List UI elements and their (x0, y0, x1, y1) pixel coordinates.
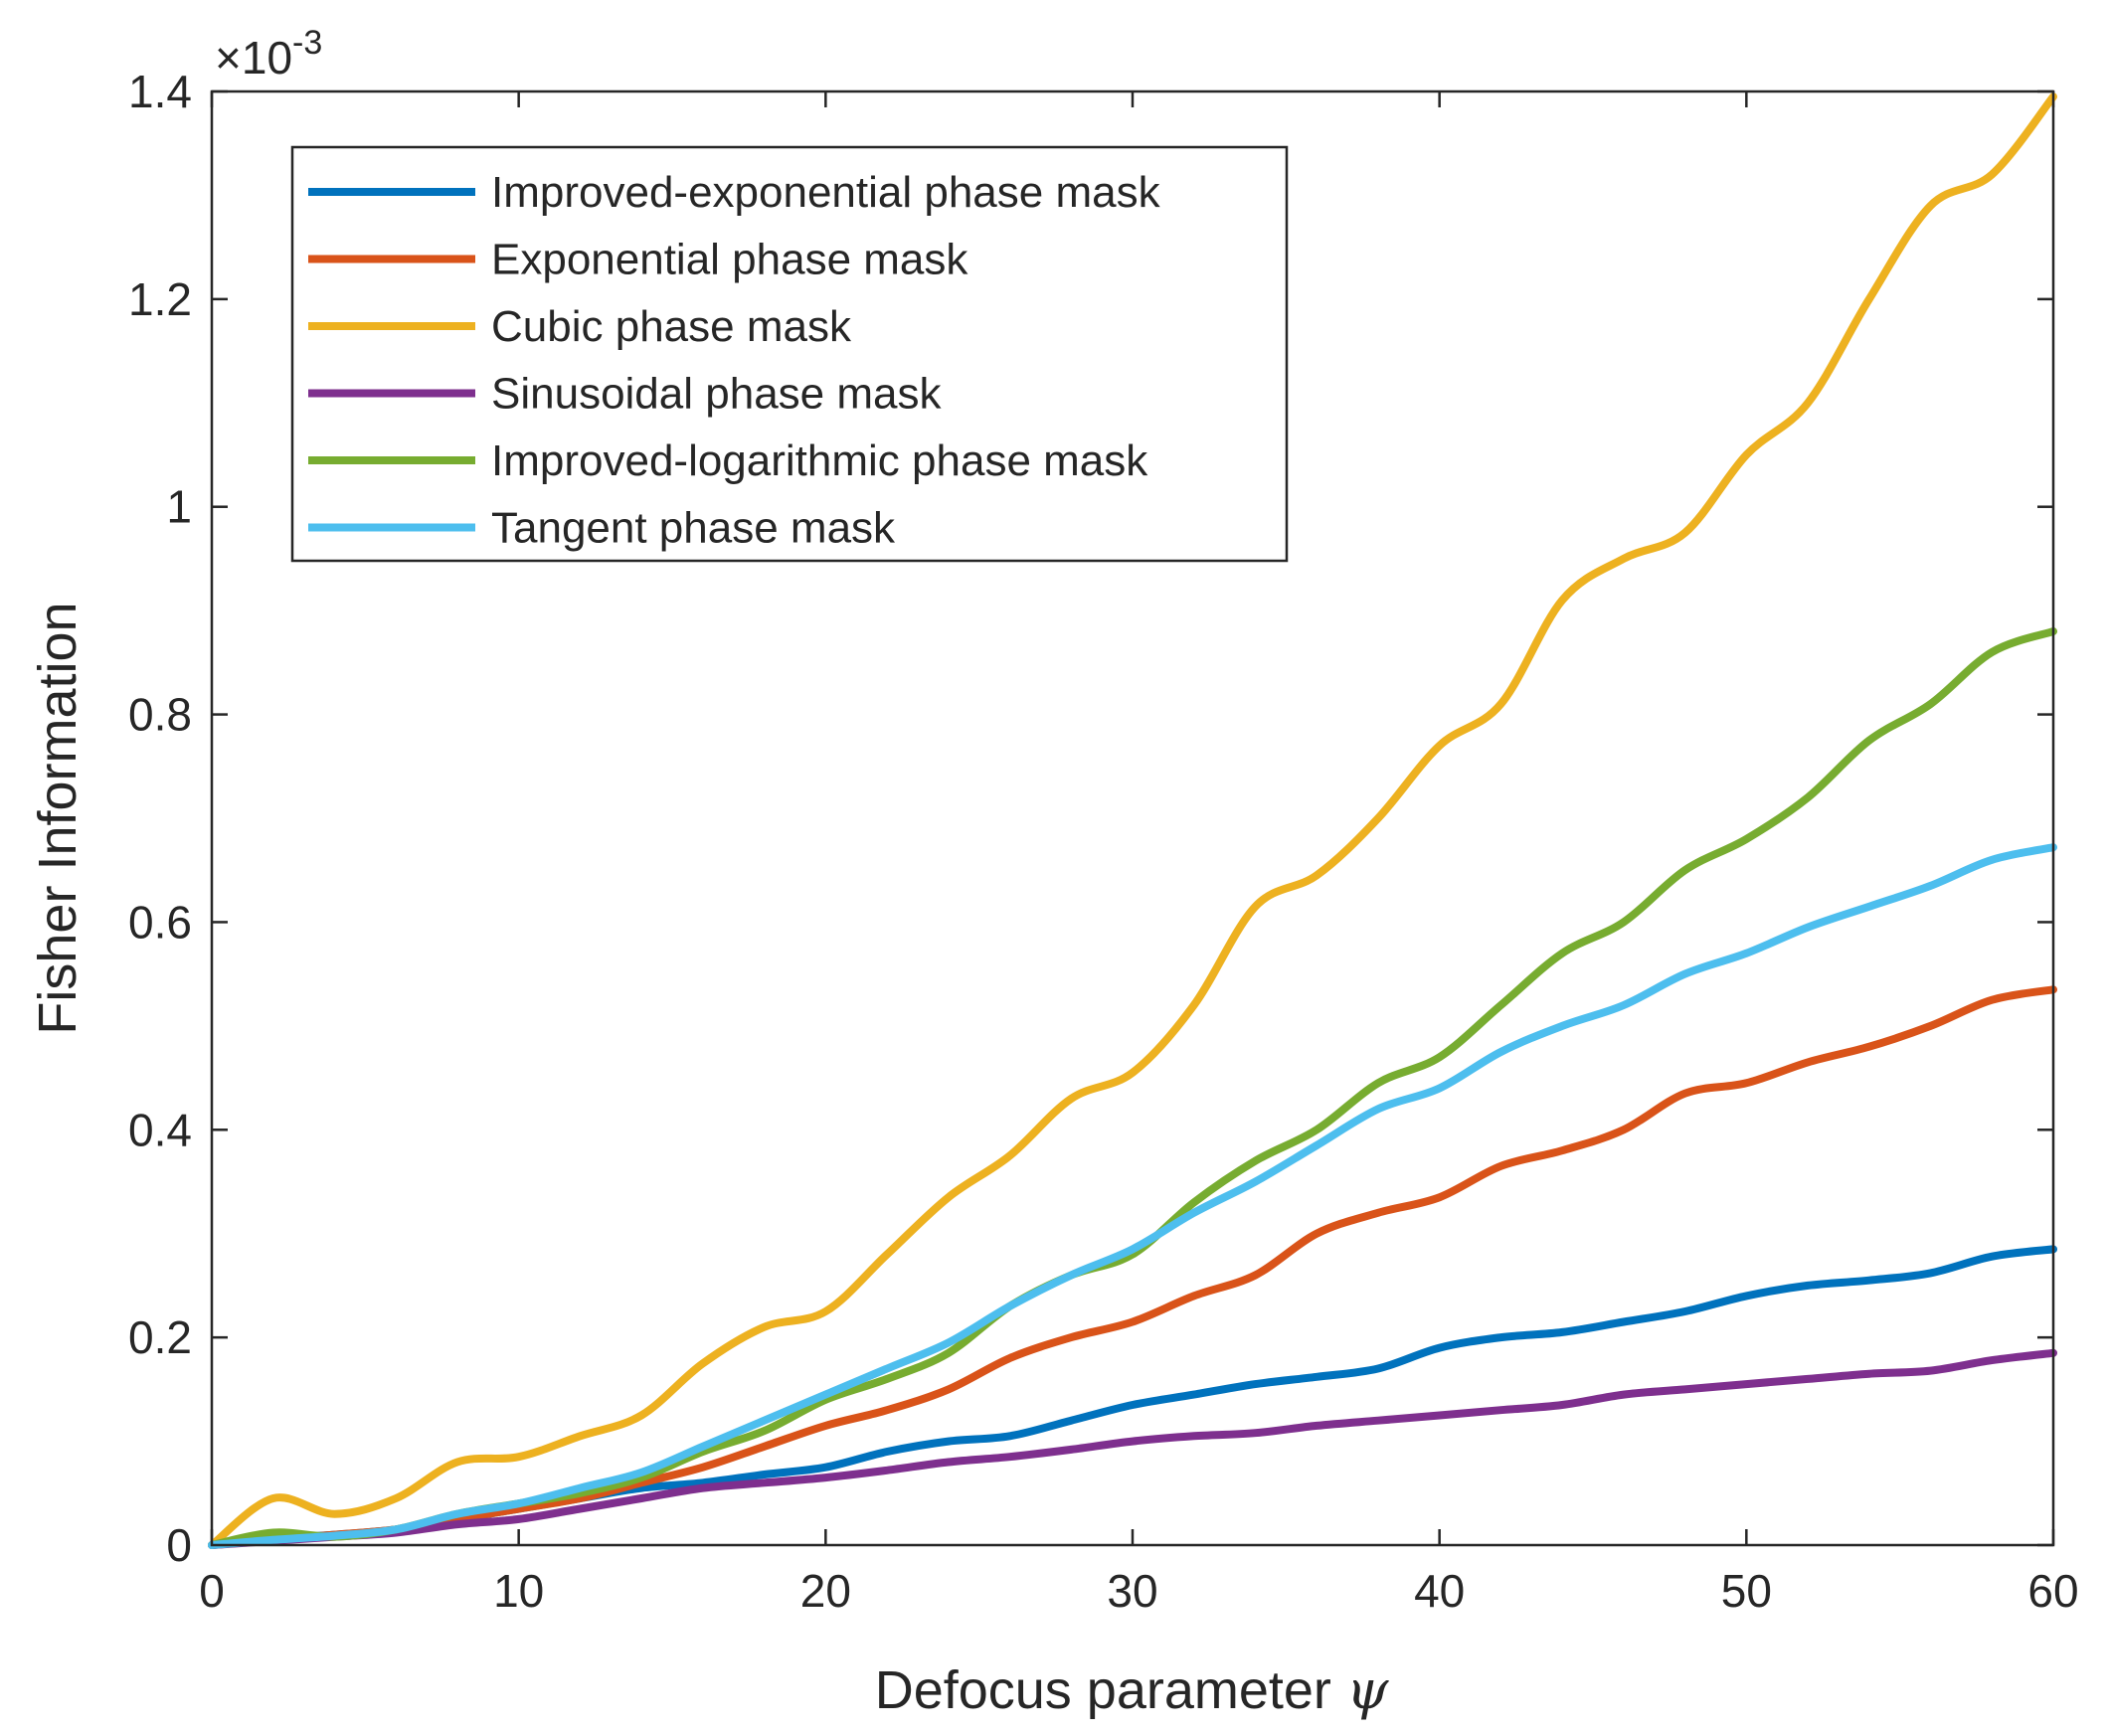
series-line-exponential-phase-mask (208, 985, 2057, 1549)
y-exponent-base: ×10 (215, 32, 292, 84)
x-tick-label: 10 (493, 1565, 544, 1617)
y-exponent-power: -3 (292, 24, 322, 62)
y-exponent-label: ×10-3 (215, 24, 322, 84)
x-tick-label: 50 (1721, 1565, 1772, 1617)
y-axis-label: Fisher Information (28, 602, 88, 1034)
x-tick-label: 20 (800, 1565, 851, 1617)
x-tick-label: 40 (1414, 1565, 1465, 1617)
legend-box (290, 145, 1289, 563)
legend-label-sinusoidal-phase-mask: Sinusoidal phase mask (491, 370, 942, 419)
y-axis-ticks: 0 0.2 0.4 0.6 0.8 1 1.2 1.4 (128, 66, 2053, 1571)
x-axis-label-symbol: ψ (1346, 1658, 1389, 1721)
y-tick-label: 0 (166, 1519, 192, 1571)
y-tick-label: 1.2 (128, 273, 192, 325)
series-lines (208, 92, 2057, 1549)
plot-frame (210, 89, 2055, 1547)
y-tick-label: 0.8 (128, 689, 192, 741)
x-tick-label: 0 (199, 1565, 225, 1617)
legend: Improved-exponential phase mask Exponenti… (290, 145, 1289, 563)
x-axis-label: Defocus parameter ψ (875, 1658, 1389, 1721)
series-line-tangent-phase-mask (208, 843, 2057, 1549)
legend-label-improved-exponential-phase-mask: Improved-exponential phase mask (491, 168, 1161, 217)
legend-label-improved-logarithmic-phase-mask: Improved-logarithmic phase mask (491, 436, 1148, 485)
x-tick-label: 60 (2027, 1565, 2078, 1617)
series-line-cubic-phase-mask (208, 92, 2057, 1549)
y-tick-label: 0.4 (128, 1104, 192, 1155)
legend-items: Improved-exponential phase mask Exponenti… (308, 168, 1161, 553)
series-line-sinusoidal-phase-mask (208, 1348, 2057, 1549)
legend-label-exponential-phase-mask: Exponential phase mask (491, 236, 968, 284)
x-axis-ticks: 0 10 20 30 40 50 60 (199, 91, 2079, 1617)
y-tick-label: 1.4 (128, 66, 192, 117)
x-axis-label-text: Defocus parameter (875, 1660, 1331, 1720)
y-tick-label: 0.6 (128, 896, 192, 948)
y-tick-label: 0.2 (128, 1311, 192, 1363)
y-tick-label: 1 (166, 481, 192, 533)
legend-label-cubic-phase-mask: Cubic phase mask (491, 302, 852, 351)
x-tick-label: 30 (1107, 1565, 1157, 1617)
legend-label-tangent-phase-mask: Tangent phase mask (491, 504, 896, 553)
